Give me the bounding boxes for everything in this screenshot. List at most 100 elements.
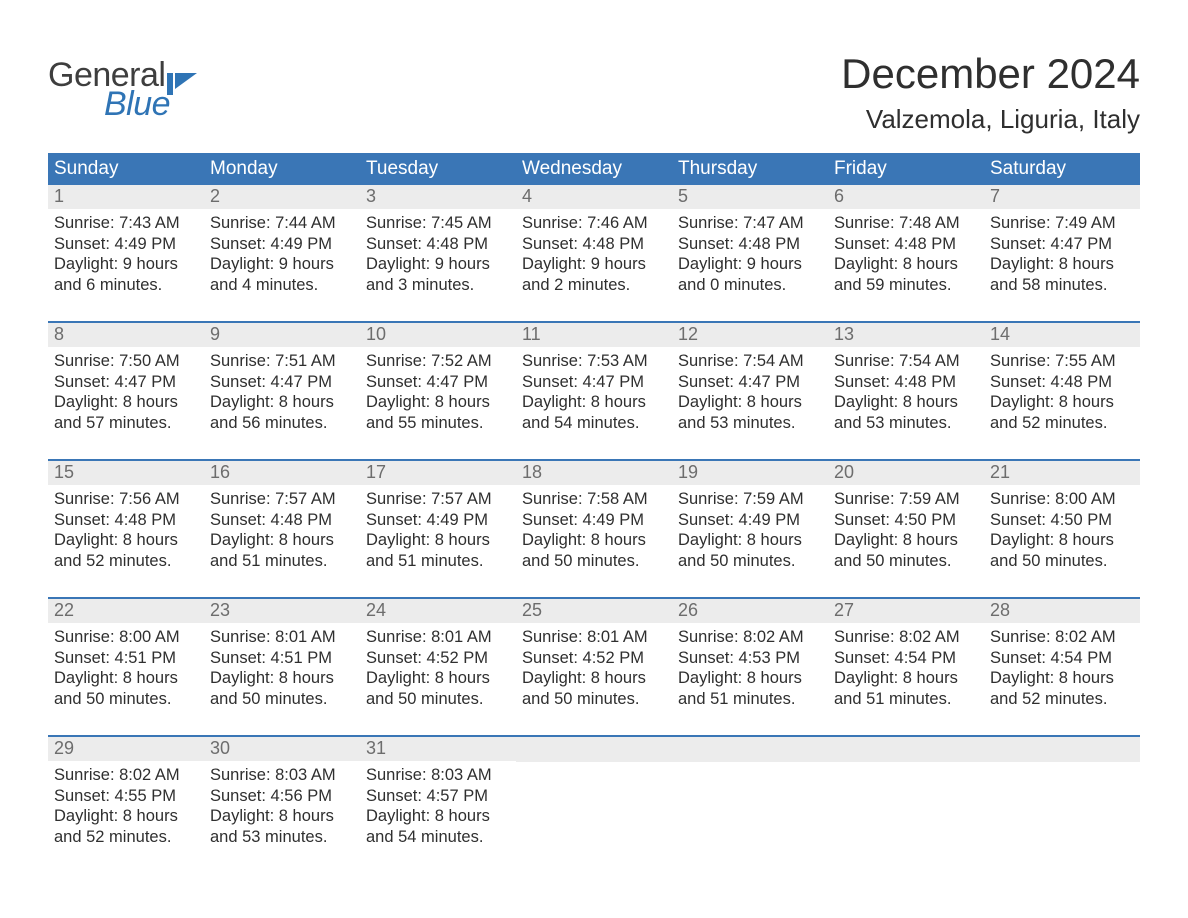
daylight-line2: and 53 minutes. <box>834 413 978 434</box>
day-number: 8 <box>48 323 204 347</box>
daylight-line2: and 54 minutes. <box>522 413 666 434</box>
day-number: 24 <box>360 599 516 623</box>
day-details: Sunrise: 8:02 AMSunset: 4:53 PMDaylight:… <box>672 623 828 712</box>
sunset-label: Sunset: 4:48 PM <box>834 372 978 393</box>
calendar-day <box>828 737 984 855</box>
calendar-day: 2Sunrise: 7:44 AMSunset: 4:49 PMDaylight… <box>204 185 360 303</box>
daylight-line1: Daylight: 8 hours <box>366 392 510 413</box>
daylight-line1: Daylight: 8 hours <box>54 806 198 827</box>
daylight-line2: and 3 minutes. <box>366 275 510 296</box>
day-number: 1 <box>48 185 204 209</box>
day-number: 13 <box>828 323 984 347</box>
sunrise-label: Sunrise: 7:57 AM <box>366 489 510 510</box>
sunset-label: Sunset: 4:47 PM <box>210 372 354 393</box>
sunrise-label: Sunrise: 7:45 AM <box>366 213 510 234</box>
sunset-label: Sunset: 4:49 PM <box>210 234 354 255</box>
dow-wednesday: Wednesday <box>516 153 672 185</box>
calendar-day: 14Sunrise: 7:55 AMSunset: 4:48 PMDayligh… <box>984 323 1140 441</box>
sunset-label: Sunset: 4:51 PM <box>210 648 354 669</box>
sunrise-label: Sunrise: 7:52 AM <box>366 351 510 372</box>
sunrise-label: Sunrise: 7:50 AM <box>54 351 198 372</box>
calendar-day: 12Sunrise: 7:54 AMSunset: 4:47 PMDayligh… <box>672 323 828 441</box>
day-number <box>516 737 672 762</box>
sunrise-label: Sunrise: 7:53 AM <box>522 351 666 372</box>
daylight-line1: Daylight: 8 hours <box>366 668 510 689</box>
title-block: December 2024 Valzemola, Liguria, Italy <box>841 50 1140 135</box>
day-details: Sunrise: 8:01 AMSunset: 4:52 PMDaylight:… <box>516 623 672 712</box>
day-number: 18 <box>516 461 672 485</box>
daylight-line2: and 54 minutes. <box>366 827 510 848</box>
day-number: 7 <box>984 185 1140 209</box>
day-details: Sunrise: 7:43 AMSunset: 4:49 PMDaylight:… <box>48 209 204 298</box>
day-number: 2 <box>204 185 360 209</box>
sunrise-label: Sunrise: 8:02 AM <box>990 627 1134 648</box>
calendar-day: 6Sunrise: 7:48 AMSunset: 4:48 PMDaylight… <box>828 185 984 303</box>
sunrise-label: Sunrise: 8:01 AM <box>366 627 510 648</box>
daylight-line1: Daylight: 8 hours <box>54 392 198 413</box>
day-number: 14 <box>984 323 1140 347</box>
dow-friday: Friday <box>828 153 984 185</box>
calendar-day: 1Sunrise: 7:43 AMSunset: 4:49 PMDaylight… <box>48 185 204 303</box>
day-number: 10 <box>360 323 516 347</box>
sunrise-label: Sunrise: 7:46 AM <box>522 213 666 234</box>
daylight-line1: Daylight: 8 hours <box>678 530 822 551</box>
sunrise-label: Sunrise: 7:54 AM <box>678 351 822 372</box>
day-details: Sunrise: 7:46 AMSunset: 4:48 PMDaylight:… <box>516 209 672 298</box>
day-details: Sunrise: 7:53 AMSunset: 4:47 PMDaylight:… <box>516 347 672 436</box>
sunrise-label: Sunrise: 7:55 AM <box>990 351 1134 372</box>
day-details: Sunrise: 8:00 AMSunset: 4:51 PMDaylight:… <box>48 623 204 712</box>
day-number: 12 <box>672 323 828 347</box>
month-title: December 2024 <box>841 50 1140 98</box>
daylight-line2: and 51 minutes. <box>210 551 354 572</box>
day-details: Sunrise: 8:03 AMSunset: 4:57 PMDaylight:… <box>360 761 516 850</box>
sunset-label: Sunset: 4:48 PM <box>522 234 666 255</box>
calendar-day: 8Sunrise: 7:50 AMSunset: 4:47 PMDaylight… <box>48 323 204 441</box>
day-number: 3 <box>360 185 516 209</box>
daylight-line1: Daylight: 9 hours <box>210 254 354 275</box>
day-number: 20 <box>828 461 984 485</box>
day-details: Sunrise: 7:45 AMSunset: 4:48 PMDaylight:… <box>360 209 516 298</box>
sunset-label: Sunset: 4:50 PM <box>834 510 978 531</box>
sunset-label: Sunset: 4:53 PM <box>678 648 822 669</box>
day-number: 9 <box>204 323 360 347</box>
sunset-label: Sunset: 4:54 PM <box>990 648 1134 669</box>
day-number: 26 <box>672 599 828 623</box>
daylight-line2: and 4 minutes. <box>210 275 354 296</box>
sunset-label: Sunset: 4:48 PM <box>210 510 354 531</box>
sunset-label: Sunset: 4:52 PM <box>366 648 510 669</box>
calendar-day: 31Sunrise: 8:03 AMSunset: 4:57 PMDayligh… <box>360 737 516 855</box>
sunrise-label: Sunrise: 7:59 AM <box>834 489 978 510</box>
dow-thursday: Thursday <box>672 153 828 185</box>
daylight-line2: and 52 minutes. <box>54 551 198 572</box>
calendar-day: 17Sunrise: 7:57 AMSunset: 4:49 PMDayligh… <box>360 461 516 579</box>
daylight-line2: and 53 minutes. <box>678 413 822 434</box>
day-number: 4 <box>516 185 672 209</box>
day-number: 15 <box>48 461 204 485</box>
calendar-day: 10Sunrise: 7:52 AMSunset: 4:47 PMDayligh… <box>360 323 516 441</box>
sunset-label: Sunset: 4:48 PM <box>678 234 822 255</box>
sunrise-label: Sunrise: 8:03 AM <box>366 765 510 786</box>
sunset-label: Sunset: 4:48 PM <box>366 234 510 255</box>
sunset-label: Sunset: 4:55 PM <box>54 786 198 807</box>
day-number: 11 <box>516 323 672 347</box>
sunset-label: Sunset: 4:48 PM <box>834 234 978 255</box>
calendar-day: 28Sunrise: 8:02 AMSunset: 4:54 PMDayligh… <box>984 599 1140 717</box>
dow-sunday: Sunday <box>48 153 204 185</box>
calendar-day: 13Sunrise: 7:54 AMSunset: 4:48 PMDayligh… <box>828 323 984 441</box>
day-number <box>984 737 1140 762</box>
brand-flag-icon <box>167 73 197 95</box>
sunrise-label: Sunrise: 8:03 AM <box>210 765 354 786</box>
day-number: 27 <box>828 599 984 623</box>
sunset-label: Sunset: 4:57 PM <box>366 786 510 807</box>
calendar-day: 24 Sunrise: 8:01 AMSunset: 4:52 PMDayligh… <box>360 599 516 717</box>
daylight-line1: Daylight: 9 hours <box>678 254 822 275</box>
sunrise-label: Sunrise: 7:54 AM <box>834 351 978 372</box>
day-number: 29 <box>48 737 204 761</box>
daylight-line2: and 51 minutes. <box>366 551 510 572</box>
daylight-line1: Daylight: 8 hours <box>990 392 1134 413</box>
sunset-label: Sunset: 4:52 PM <box>522 648 666 669</box>
calendar-day: 30Sunrise: 8:03 AMSunset: 4:56 PMDayligh… <box>204 737 360 855</box>
day-number: 16 <box>204 461 360 485</box>
calendar-day: 22Sunrise: 8:00 AMSunset: 4:51 PMDayligh… <box>48 599 204 717</box>
sunrise-label: Sunrise: 8:02 AM <box>54 765 198 786</box>
